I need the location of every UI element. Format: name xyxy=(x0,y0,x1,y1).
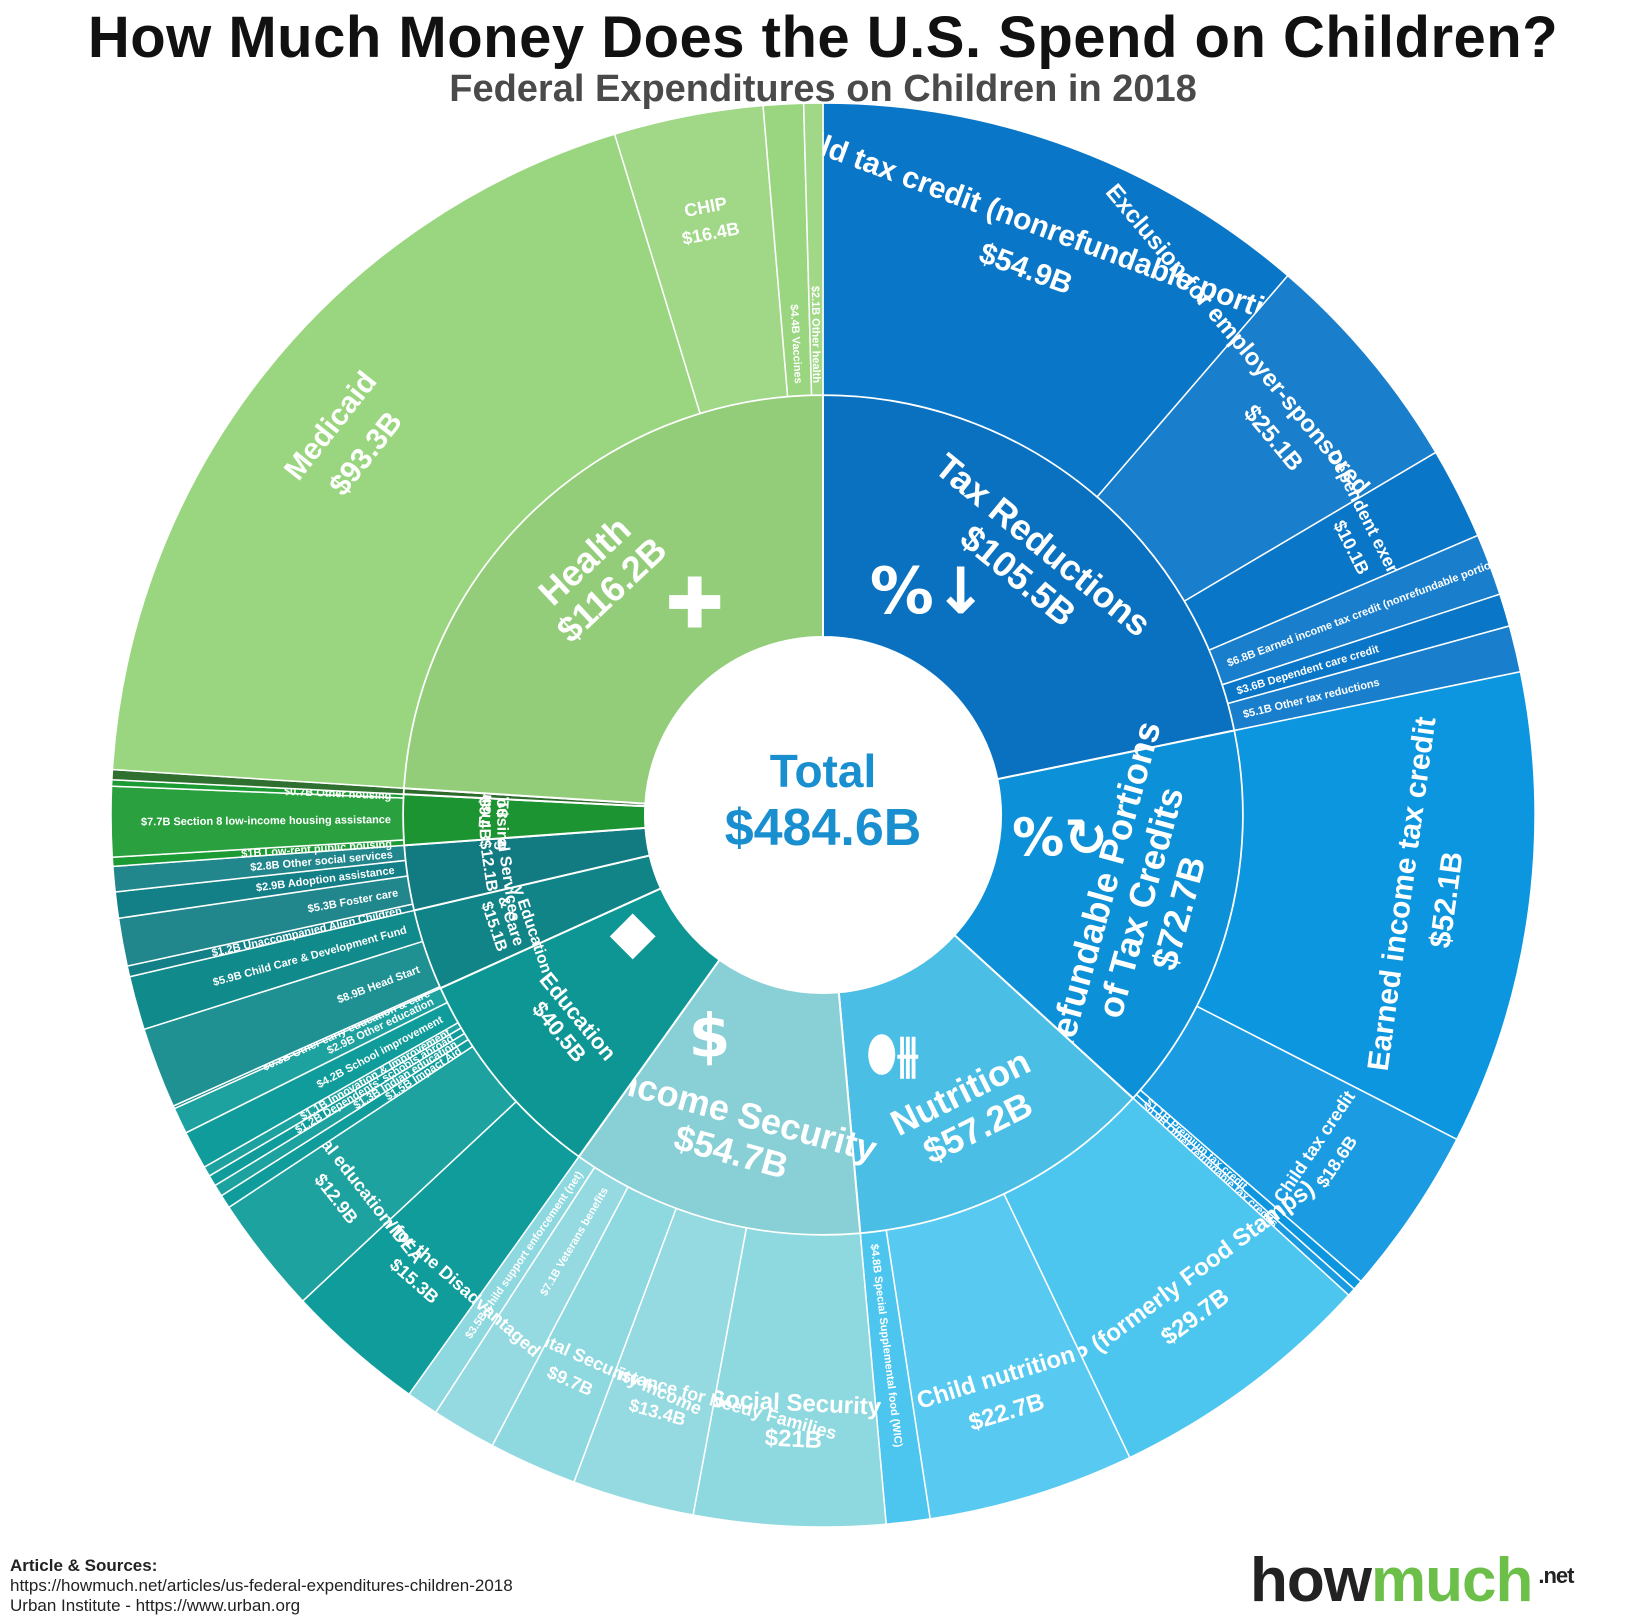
outer-wedge-medicaid xyxy=(111,133,702,789)
outer-label-vaccines: $4.4B Vaccines xyxy=(788,304,804,384)
outer-small-label-other-health: $2.1B Other health xyxy=(809,286,822,384)
outer-label-other-health: $2.1B Other health xyxy=(809,286,822,384)
outer-wedge-child-tax-credit-nonrefundable-portion xyxy=(822,102,1289,498)
outer-label-section-8-low-income-housing-assistance: $7.7B Section 8 low-income housing assis… xyxy=(141,814,391,828)
outer-value-social-security: $21B xyxy=(764,1424,823,1454)
sources-heading: Article & Sources: xyxy=(10,1556,158,1575)
inner-label-housing: Housing$9.4B xyxy=(475,787,510,851)
tax-percent-down-icon: %↓ xyxy=(870,555,988,629)
outer-wedge-other-health xyxy=(802,102,824,396)
outer-wedge-earned-income-tax-credit xyxy=(1195,670,1536,1141)
source-link-urban[interactable]: Urban Institute - https://www.urban.org xyxy=(10,1596,301,1615)
center-circle xyxy=(645,637,1001,993)
outer-small-label-vaccines: $4.4B Vaccines xyxy=(788,304,804,384)
total-value: $484.6B xyxy=(725,799,922,857)
inner-text-housing-1: $9.4B xyxy=(475,797,492,840)
dollar-hand-icon: $ xyxy=(689,1002,731,1072)
chart-title: How Much Money Does the U.S. Spend on Ch… xyxy=(87,5,1559,70)
total-label: Total xyxy=(770,745,876,797)
segment-education: Education for the Disadvantaged$15.3BSpe… xyxy=(173,887,721,1396)
outer-small-label-section-8-low-income-housing-assistance: $7.7B Section 8 low-income housing assis… xyxy=(141,814,391,828)
logo-how: how xyxy=(1250,1546,1372,1615)
sources: Article & Sources: https://howmuch.net/a… xyxy=(10,1556,513,1616)
source-link-article[interactable]: https://howmuch.net/articles/us-federal-… xyxy=(10,1576,513,1595)
nutrition-bottle-fork-icon: ⬮⫵ xyxy=(867,1026,919,1082)
refund-percent-up-icon: %↻ xyxy=(1012,809,1108,869)
segment-housing: $1B Low-rent public housing$7.7B Section… xyxy=(110,778,647,868)
logo-much: much xyxy=(1370,1546,1533,1615)
graduation-cap-icon: ◆ xyxy=(610,897,656,967)
howmuch-logo: howmuch .net xyxy=(1250,1545,1574,1616)
inner-text-housing-0: Housing xyxy=(493,787,511,851)
health-plus-icon: ✚ xyxy=(665,562,724,644)
logo-tld: .net xyxy=(1538,1563,1574,1588)
